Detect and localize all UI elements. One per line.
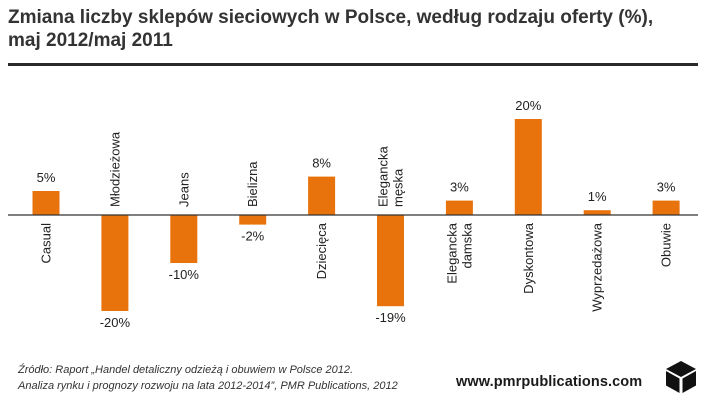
category-label-6-line-1: damska (459, 222, 474, 268)
category-label-1-line-0: Młodzieżowa (107, 131, 122, 207)
category-label-7: Dyskontowa (521, 222, 536, 294)
category-label-2-line-0: Jeans (176, 172, 191, 207)
category-label-7-line-0: Dyskontowa (521, 222, 536, 294)
bar-8 (583, 210, 611, 215)
chart-title-line-2: maj 2012/maj 2011 (8, 30, 173, 51)
value-label-0: 5% (37, 170, 56, 185)
value-label-9: 3% (657, 180, 676, 195)
category-label-4-line-0: Dziecięca (314, 222, 329, 279)
value-label-2: -10% (169, 267, 200, 282)
value-label-1: -20% (100, 315, 131, 330)
bar-4 (308, 176, 336, 215)
bar-3 (239, 215, 267, 225)
category-label-3: Bielizna (245, 161, 260, 207)
bar-9 (652, 200, 680, 215)
category-label-5-line-1: męska (391, 168, 406, 207)
chart-title: Zmiana liczby sklepów sieciowych w Polsc… (8, 6, 698, 52)
category-label-8-line-0: Wyprzedażowa (590, 222, 605, 312)
source-line-2: Analiza rynku i prognozy rozwoju na lata… (18, 380, 398, 392)
category-label-6-line-0: Elegancka (444, 222, 459, 283)
bar-7 (514, 119, 542, 215)
category-label-8: Wyprzedażowa (590, 222, 605, 312)
source-note: Źródło: Raport „Handel detaliczny odzież… (18, 362, 398, 394)
title-divider (8, 63, 698, 66)
category-label-1: Młodzieżowa (107, 131, 122, 207)
value-label-4: 8% (312, 156, 331, 171)
category-label-2: Jeans (176, 172, 191, 207)
category-label-9: Obuwie (659, 223, 674, 267)
category-label-5-line-0: Elegancka (376, 146, 391, 207)
category-label-5: Eleganckamęska (376, 146, 406, 207)
category-label-6: Eleganckadamska (444, 222, 474, 283)
publisher-url[interactable]: www.pmrpublications.com (456, 374, 643, 390)
category-label-3-line-0: Bielizna (245, 161, 260, 207)
chart-title-line-1: Zmiana liczby sklepów sieciowych w Polsc… (8, 7, 654, 28)
value-label-7: 20% (515, 98, 541, 113)
category-label-9-line-0: Obuwie (659, 223, 674, 267)
bar-1 (101, 215, 129, 311)
category-label-0: Casual (39, 223, 54, 264)
source-line-1: Źródło: Raport „Handel detaliczny odzież… (18, 364, 354, 376)
value-label-8: 1% (588, 189, 607, 204)
value-label-3: -2% (241, 229, 265, 244)
category-label-0-line-0: Casual (39, 223, 54, 264)
category-label-4: Dziecięca (314, 222, 329, 279)
bar-6 (445, 200, 473, 215)
bar-5 (377, 215, 404, 307)
pmr-cube-icon (666, 361, 696, 393)
bar-0 (32, 191, 60, 215)
value-label-5: -19% (375, 310, 406, 325)
value-label-6: 3% (450, 180, 469, 195)
bar-2 (170, 215, 198, 263)
